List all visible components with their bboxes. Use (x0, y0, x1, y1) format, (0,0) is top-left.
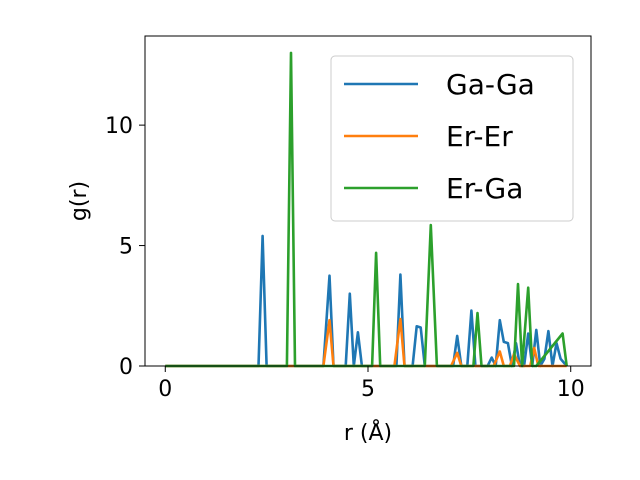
y-tick-label-1: 5 (119, 235, 133, 260)
legend-box (330, 55, 574, 222)
x-tick-label-0: 0 (158, 377, 172, 402)
y-axis-ticks: 0 5 10 (105, 114, 145, 380)
y-tick-label-0: 0 (119, 355, 133, 380)
x-axis-ticks: 0 5 10 (158, 366, 585, 402)
x-axis-label: r (Å) (344, 419, 392, 446)
y-axis-label: g(r) (67, 181, 92, 221)
x-tick-label-2: 10 (557, 377, 585, 402)
y-tick-label-2: 10 (105, 114, 133, 139)
legend-label-er-ga: Er-Ga (446, 172, 523, 205)
legend-label-ga-ga: Ga-Ga (446, 68, 535, 101)
legend: Ga-Ga Er-Er Er-Ga (330, 55, 574, 222)
x-tick-label-1: 5 (361, 377, 375, 402)
legend-label-er-er: Er-Er (446, 120, 513, 153)
